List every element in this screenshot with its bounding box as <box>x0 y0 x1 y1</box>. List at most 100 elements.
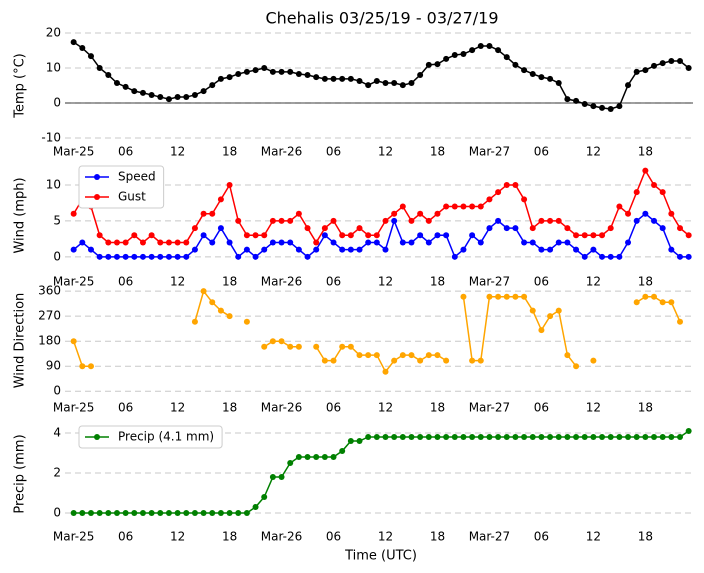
data-point <box>261 343 268 350</box>
data-point <box>321 232 328 239</box>
data-point <box>625 239 632 246</box>
data-point <box>391 434 398 440</box>
data-point <box>460 51 467 57</box>
data-point <box>512 61 519 68</box>
data-point <box>347 246 354 253</box>
data-point <box>122 253 129 260</box>
data-point <box>434 434 441 440</box>
data-point <box>356 438 363 444</box>
data-point <box>642 434 649 440</box>
y-tick-label: 4 <box>53 426 61 440</box>
data-point <box>633 217 640 224</box>
legend: Speed Gust <box>78 165 165 209</box>
data-point <box>417 210 424 217</box>
data-point <box>399 203 406 210</box>
data-point <box>339 232 346 239</box>
data-point <box>451 52 458 59</box>
data-point <box>313 343 320 350</box>
data-point <box>321 357 328 364</box>
data-point <box>408 352 415 359</box>
x-tick-label: Mar-27 <box>469 275 510 289</box>
data-point <box>521 196 528 203</box>
x-tick-label: 06 <box>326 145 341 159</box>
data-point <box>503 293 510 300</box>
data-point <box>651 217 658 224</box>
x-tick-label: 18 <box>430 401 445 415</box>
data-point <box>538 217 545 224</box>
data-point <box>313 246 320 253</box>
data-point <box>131 253 138 260</box>
data-point <box>295 70 302 77</box>
data-point <box>330 454 337 460</box>
data-point <box>677 225 684 232</box>
data-point <box>425 61 432 68</box>
data-point <box>399 239 406 246</box>
data-point <box>304 225 311 232</box>
data-point <box>486 42 493 49</box>
data-point <box>347 75 354 82</box>
data-point <box>451 253 458 260</box>
data-point <box>677 434 684 440</box>
data-point <box>226 74 233 81</box>
data-point <box>460 434 467 440</box>
data-point <box>191 246 198 253</box>
series-line <box>73 41 690 110</box>
y-tick-label: 90 <box>46 359 61 373</box>
data-point <box>373 352 380 359</box>
data-point <box>495 217 502 224</box>
data-point <box>581 232 588 239</box>
data-point <box>434 61 441 68</box>
data-point <box>191 318 198 325</box>
data-point <box>512 434 519 440</box>
data-point <box>573 363 580 370</box>
data-point <box>590 103 597 110</box>
data-point <box>477 434 484 440</box>
data-point <box>269 239 276 246</box>
data-point <box>96 65 103 71</box>
data-point <box>330 239 337 246</box>
y-tick-label: 2 <box>53 466 61 480</box>
data-point <box>668 434 675 440</box>
data-point <box>313 454 320 460</box>
data-point <box>399 434 406 440</box>
data-point <box>590 357 597 364</box>
data-point <box>165 239 172 246</box>
data-point <box>269 217 276 224</box>
data-point <box>70 39 77 46</box>
data-point <box>495 189 502 196</box>
data-point <box>555 80 562 87</box>
data-point <box>521 434 528 440</box>
data-point <box>633 189 640 196</box>
legend-box <box>78 425 223 449</box>
data-point <box>321 454 328 460</box>
data-point <box>642 167 649 174</box>
data-point <box>165 510 172 516</box>
x-tick-label: 06 <box>118 145 133 159</box>
data-point <box>581 101 588 108</box>
data-point <box>200 210 207 217</box>
data-point <box>443 434 450 440</box>
data-point <box>417 357 424 364</box>
legend: Precip (4.1 mm) <box>78 425 223 449</box>
data-point <box>70 246 77 253</box>
data-point <box>122 239 129 246</box>
data-point <box>191 91 198 98</box>
x-tick-label: 06 <box>534 275 549 289</box>
data-point <box>278 239 285 246</box>
data-point <box>139 89 146 96</box>
data-point <box>122 510 129 516</box>
data-point <box>599 104 606 111</box>
data-point <box>382 434 389 440</box>
data-point <box>79 45 86 52</box>
data-point <box>486 293 493 300</box>
data-point <box>425 434 432 440</box>
data-point <box>183 239 190 246</box>
data-point <box>139 253 146 260</box>
data-point <box>165 96 172 103</box>
data-point <box>157 253 164 260</box>
data-point <box>460 203 467 210</box>
data-point <box>295 343 302 350</box>
data-point <box>235 70 242 77</box>
data-point <box>651 62 658 69</box>
data-point <box>373 434 380 440</box>
